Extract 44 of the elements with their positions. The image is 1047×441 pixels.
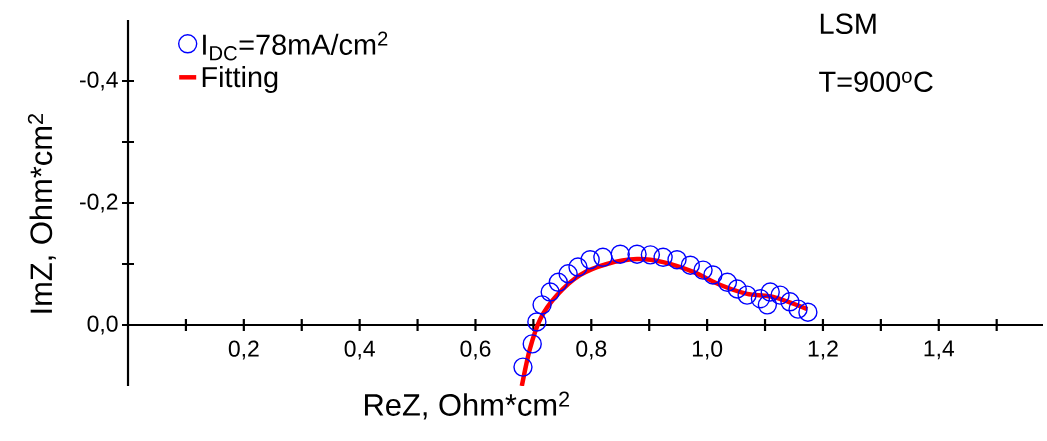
point — [540, 282, 560, 302]
point — [757, 295, 778, 315]
point — [693, 260, 713, 280]
point — [532, 295, 552, 315]
x-tick-label: 1,2 — [808, 340, 838, 360]
x-tick-label: 0,6 — [460, 340, 491, 360]
point — [593, 247, 613, 267]
point — [513, 357, 533, 377]
point — [737, 285, 757, 305]
legend-label: Fitting — [202, 66, 278, 94]
x-tick-label: 0,4 — [344, 340, 375, 360]
point — [627, 244, 647, 264]
point — [770, 285, 790, 305]
y-tick-label: -0,4 — [80, 71, 118, 91]
annotation: LSM — [820, 13, 876, 34]
point — [610, 244, 630, 264]
y-axis-title: ImZ, Ohm*cm$^{2}$ — [27, 114, 56, 313]
point — [717, 272, 738, 292]
point — [640, 245, 661, 265]
x-axis-title: ReZ, Ohm*cm$^{2}$ — [365, 391, 570, 420]
point — [798, 302, 818, 322]
point — [760, 282, 780, 302]
point — [548, 272, 568, 292]
x-tick-label: 1,4 — [924, 340, 955, 360]
point — [703, 265, 723, 285]
point — [788, 299, 808, 319]
x-tick-label: 0,2 — [228, 340, 259, 360]
point — [667, 250, 687, 270]
annotation: T=900$^{o}$C — [819, 71, 933, 92]
x-tick-label: 0,8 — [576, 340, 607, 360]
y-tick-label: 0,0 — [87, 315, 118, 335]
point — [653, 247, 673, 267]
point — [780, 292, 800, 312]
point — [680, 255, 701, 275]
point — [527, 312, 547, 332]
point — [750, 289, 771, 309]
point — [727, 279, 747, 299]
point — [568, 257, 588, 277]
x-tick-label: 1,0 — [692, 340, 723, 360]
point — [580, 250, 600, 270]
y-tick-label: -0,2 — [80, 193, 118, 213]
point — [558, 264, 578, 284]
point — [522, 334, 542, 354]
legend-label: I$_{DC}$=78mA/cm$^{2}$ — [203, 31, 388, 61]
